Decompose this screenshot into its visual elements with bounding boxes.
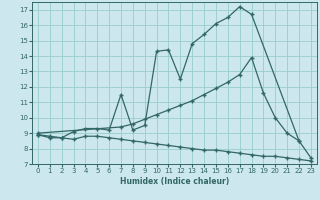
X-axis label: Humidex (Indice chaleur): Humidex (Indice chaleur) [120, 177, 229, 186]
